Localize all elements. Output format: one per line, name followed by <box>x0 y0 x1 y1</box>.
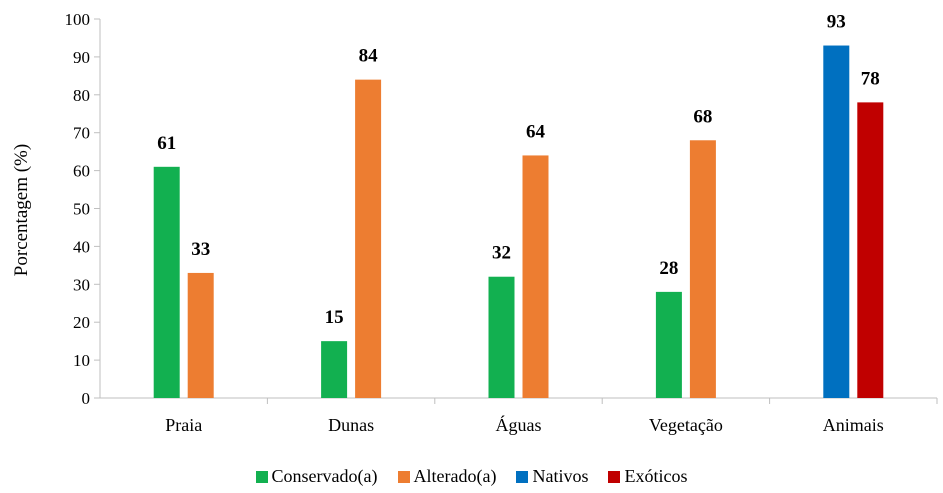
axes: 0 10 20 30 40 50 60 70 80 90 100 Praia Dunas Águas Veg… <box>65 10 938 435</box>
legend-label: Nativos <box>532 466 589 486</box>
legend-swatch <box>397 470 410 483</box>
y-tick-label: 0 <box>82 389 91 408</box>
y-tick-label: 30 <box>73 275 90 294</box>
y-tick-label: 10 <box>73 351 90 370</box>
y-tick-label: 60 <box>73 162 90 181</box>
x-tick-label: Águas <box>496 414 542 435</box>
legend-swatch <box>255 470 268 483</box>
data-label: 15 <box>325 307 344 328</box>
data-label: 64 <box>526 121 546 142</box>
y-axis-label: Porcentagem (%) <box>11 144 32 276</box>
bar <box>823 45 850 398</box>
data-label: 33 <box>191 239 210 260</box>
bar <box>321 341 348 398</box>
x-tick-label: Animais <box>823 415 884 435</box>
y-tick-label: 50 <box>73 200 90 219</box>
bar <box>655 291 682 398</box>
bar <box>187 272 214 398</box>
data-label: 78 <box>861 68 880 89</box>
y-tick-label: 80 <box>73 86 90 105</box>
data-label: 84 <box>359 46 379 67</box>
legend-swatch <box>608 470 621 483</box>
y-tick-label: 100 <box>65 10 91 29</box>
x-tick-label: Vegetação <box>649 415 723 435</box>
legend: Conservado(a) Alterado(a) Nativos Exóticos <box>0 466 943 487</box>
legend-item: Alterado(a) <box>397 466 497 487</box>
data-label: 68 <box>693 106 712 127</box>
data-label: 61 <box>157 133 176 154</box>
y-tick-label: 90 <box>73 48 90 67</box>
y-tick-label: 40 <box>73 237 90 256</box>
legend-swatch <box>516 470 529 483</box>
legend-item: Conservado(a) <box>255 466 378 487</box>
x-tick-label: Dunas <box>328 415 374 435</box>
legend-label: Conservado(a) <box>271 466 378 486</box>
legend-label: Alterado(a) <box>413 466 497 486</box>
bar <box>522 155 549 398</box>
bar <box>857 102 884 398</box>
y-tick-label: 20 <box>73 313 90 332</box>
legend-label: Exóticos <box>624 466 688 486</box>
bar <box>689 140 716 398</box>
data-label: 28 <box>659 258 678 279</box>
data-label: 32 <box>492 243 511 264</box>
data-labels: 61 33 15 84 32 64 28 68 93 78 <box>157 12 880 329</box>
x-tick-label: Praia <box>165 415 202 435</box>
bars <box>153 45 884 398</box>
bar <box>488 276 515 398</box>
bar <box>355 79 382 398</box>
y-tick-label: 70 <box>73 124 90 143</box>
bar <box>153 166 180 398</box>
legend-item: Nativos <box>516 466 588 487</box>
data-label: 93 <box>827 12 846 33</box>
legend-item: Exóticos <box>608 466 687 487</box>
